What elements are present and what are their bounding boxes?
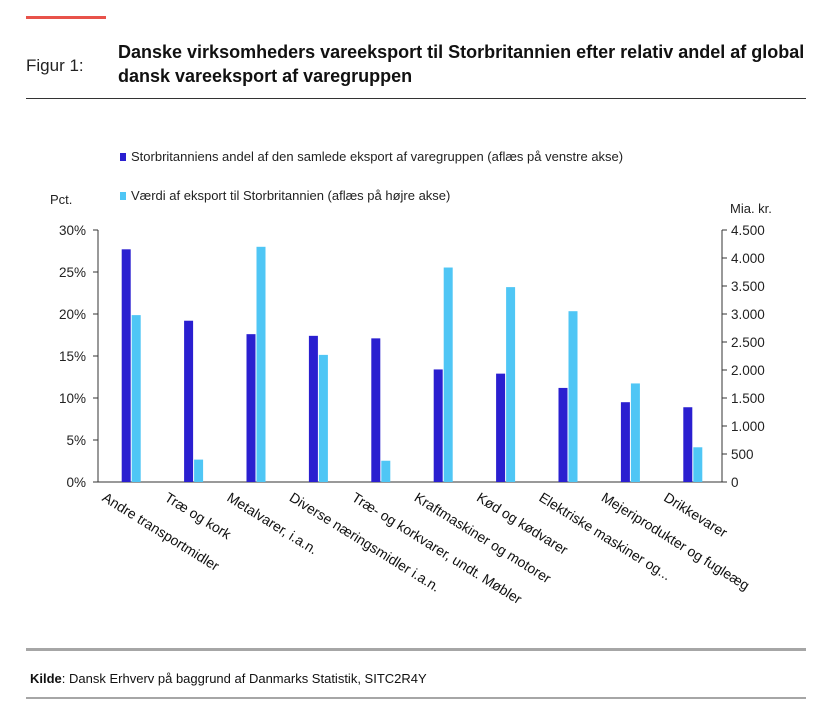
y-right-tick-label: 1.500 — [731, 391, 765, 406]
bar-share-10 — [683, 407, 693, 482]
bar-share-2 — [184, 320, 194, 482]
title-divider — [26, 98, 806, 99]
y-right-tick-label: 4.500 — [731, 223, 765, 238]
bar-value-7 — [506, 287, 516, 482]
y-axis-right-unit: Mia. kr. — [730, 201, 772, 216]
y-right-tick-label: 3.000 — [731, 307, 765, 322]
category-label-1: Andre transportmidler — [100, 489, 223, 574]
bar-value-10 — [693, 447, 703, 482]
source-label: Kilde — [30, 671, 62, 686]
y-left-tick-label: 5% — [66, 433, 86, 448]
y-right-tick-label: 3.500 — [731, 279, 765, 294]
y-right-tick-label: 1.000 — [731, 419, 765, 434]
bar-share-4 — [308, 335, 318, 482]
y-left-tick-label: 0% — [66, 475, 86, 490]
bar-share-5 — [371, 338, 381, 482]
y-right-tick-label: 0 — [731, 475, 739, 490]
chart-bars — [121, 246, 703, 482]
figure-label: Figur 1: — [26, 56, 84, 75]
y-right-tick-label: 4.000 — [731, 251, 765, 266]
legend-label-1: Storbritanniens andel af den samlede eks… — [131, 149, 623, 164]
bar-value-4 — [318, 354, 328, 482]
y-left-tick-label: 25% — [59, 265, 86, 280]
bar-value-2 — [194, 459, 204, 482]
bar-value-5 — [381, 460, 391, 482]
bar-share-1 — [121, 249, 131, 482]
bar-value-1 — [131, 315, 141, 482]
y-left-tick-label: 20% — [59, 307, 86, 322]
y-right-tick-label: 2.500 — [731, 335, 765, 350]
bottom-divider — [26, 697, 806, 699]
bar-chart: Storbritanniens andel af den samlede eks… — [50, 149, 772, 607]
legend-swatch-1 — [120, 153, 126, 161]
y-axis-left-unit: Pct. — [50, 192, 72, 207]
source-text: : Dansk Erhverv på baggrund af Danmarks … — [61, 671, 427, 686]
y-right-tick-label: 2.000 — [731, 363, 765, 378]
footer-divider — [26, 648, 806, 651]
bar-value-9 — [630, 383, 640, 482]
bar-value-8 — [568, 311, 578, 482]
chart-axes: Pct. Mia. kr. 0% 5% 10% 15% 20% 25% 30% 0 500 1.000… — [50, 192, 772, 490]
bar-share-8 — [558, 387, 568, 482]
bar-value-3 — [256, 246, 266, 482]
source-note: Kilde: Dansk Erhverv på baggrund af Danm… — [30, 671, 427, 686]
bar-share-3 — [246, 334, 256, 482]
y-left-tick-label: 10% — [59, 391, 86, 406]
chart-legend: Storbritanniens andel af den samlede eks… — [120, 149, 623, 203]
legend-swatch-2 — [120, 192, 126, 200]
bar-value-6 — [443, 267, 453, 482]
bar-share-9 — [620, 402, 630, 482]
y-left-tick-label: 15% — [59, 349, 86, 364]
figure-title: Danske virksomheders vareeksport til Sto… — [118, 42, 805, 86]
accent-bar — [26, 16, 106, 19]
y-left-tick-label: 30% — [59, 223, 86, 238]
bar-share-6 — [433, 369, 443, 482]
legend-label-2: Værdi af eksport til Storbritannien (afl… — [131, 188, 450, 203]
y-right-tick-label: 500 — [731, 447, 754, 462]
bar-share-7 — [496, 373, 506, 482]
